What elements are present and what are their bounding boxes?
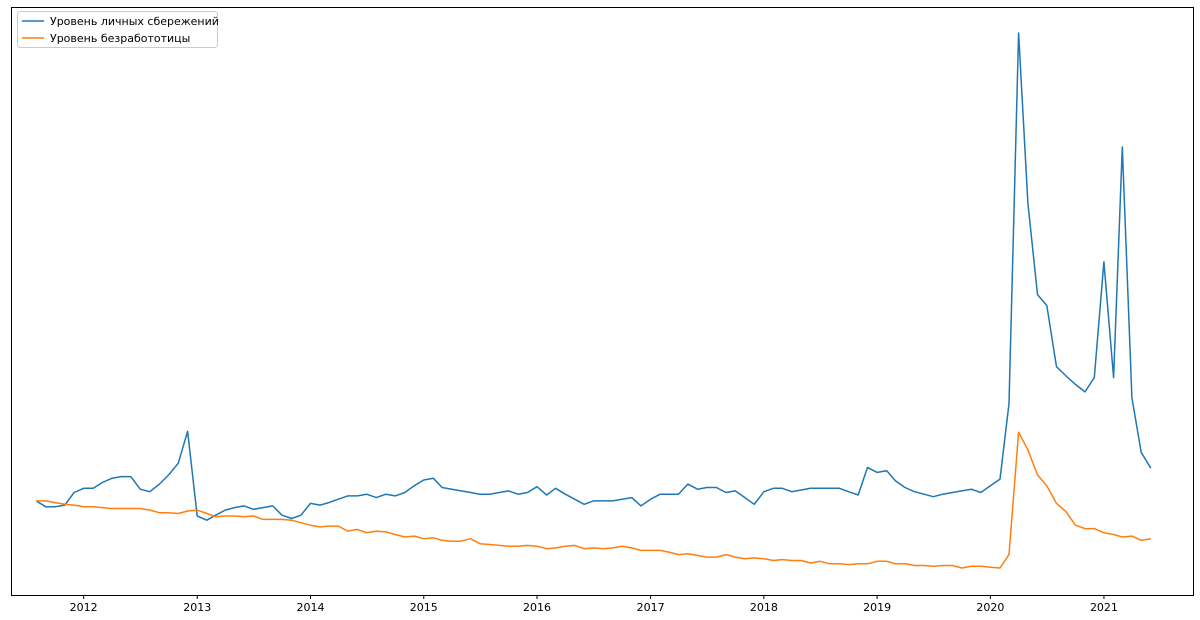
x-axis: 2012 2013 2014 2015 2016 2017 2018 2019 2020 2021 [70,595,1118,614]
x-tick-label-2015: 2015 [410,601,438,614]
legend: Уровень личных сбережений Уровень безраб… [17,11,219,48]
legend-label-unemployment: Уровень безработотицы [50,32,190,45]
x-tick-label-2019: 2019 [863,601,891,614]
x-tick-label-2018: 2018 [750,601,778,614]
x-tick-label-2013: 2013 [183,601,211,614]
legend-box [17,11,218,48]
x-tick-label-2012: 2012 [70,601,98,614]
series-layer [35,32,1152,569]
x-tick-label-2014: 2014 [297,601,325,614]
series-line-1 [36,431,1151,569]
x-tick-label-2021: 2021 [1090,601,1118,614]
x-tick-label-2016: 2016 [523,601,551,614]
series-line-0 [35,32,1152,521]
x-tick-label-2020: 2020 [976,601,1004,614]
legend-label-savings: Уровень личных сбережений [50,15,219,28]
axes-frame [11,7,1194,596]
x-tick-label-2017: 2017 [637,601,665,614]
